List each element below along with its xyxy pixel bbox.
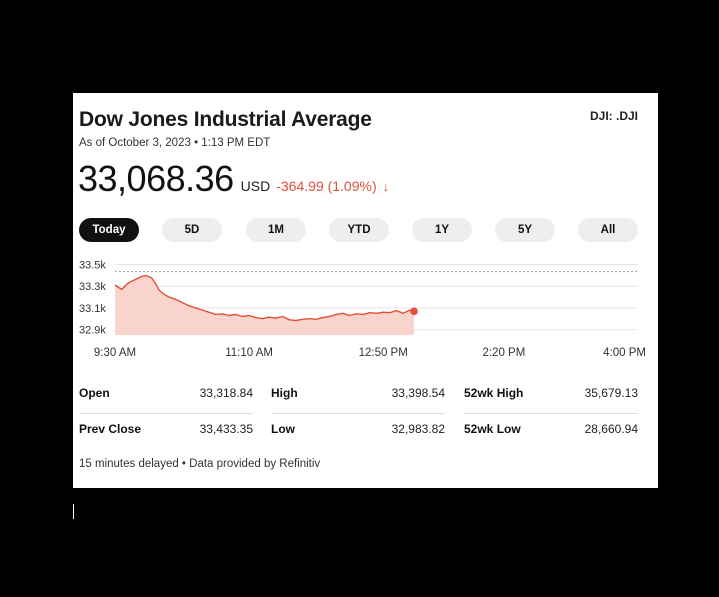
last-price: 33,068.36 <box>78 158 234 199</box>
stat-value: 32,983.82 <box>391 422 445 436</box>
last-price-dot <box>410 307 418 316</box>
stat-label: High <box>271 386 298 400</box>
x-tick-label: 4:00 PM <box>603 347 646 359</box>
stats-table: Open 33,318.84 High 33,398.54 52wk High … <box>79 378 639 448</box>
stat-label: Low <box>271 422 295 436</box>
y-tick-label: 33.1k <box>79 303 106 315</box>
stat-prev-close: Prev Close 33,433.35 <box>79 414 253 449</box>
price-row: 33,068.36 USD -364.99 (1.09%) ↓ <box>78 158 389 200</box>
x-tick-label: 11:10 AM <box>225 347 273 359</box>
y-tick-label: 32.9k <box>79 325 106 337</box>
tab-5d[interactable]: 5D <box>162 218 222 242</box>
stat-value: 33,398.54 <box>391 386 445 400</box>
price-change: -364.99 (1.09%) <box>276 178 377 194</box>
stat-value: 33,433.35 <box>199 422 253 436</box>
as-of-timestamp: As of October 3, 2023 • 1:13 PM EDT <box>79 137 271 149</box>
stat-value: 35,679.13 <box>584 386 638 400</box>
stat-high: High 33,398.54 <box>271 378 445 414</box>
tab-1m[interactable]: 1M <box>246 218 306 242</box>
x-tick-label: 9:30 AM <box>94 347 136 359</box>
y-tick-label: 33.3k <box>79 281 106 293</box>
text-cursor <box>73 504 74 519</box>
x-tick-label: 2:20 PM <box>482 347 525 359</box>
tab-today[interactable]: Today <box>79 218 139 242</box>
tab-ytd[interactable]: YTD <box>329 218 389 242</box>
stat-52wk-low: 52wk Low 28,660.94 <box>464 414 638 449</box>
stat-value: 28,660.94 <box>584 422 638 436</box>
price-line <box>114 274 415 322</box>
price-area-fill <box>115 275 414 335</box>
arrow-down-icon: ↓ <box>382 179 390 194</box>
stat-open: Open 33,318.84 <box>79 378 253 414</box>
tab-1y[interactable]: 1Y <box>412 218 472 242</box>
x-tick-label: 12:50 PM <box>359 347 408 359</box>
stat-value: 33,318.84 <box>199 386 253 400</box>
intraday-chart[interactable]: 33.5k 33.3k 33.1k 32.9k 9:30 AM 11:10 AM 12:50… <box>73 253 658 368</box>
stat-label: Prev Close <box>79 422 142 436</box>
data-source-note: 15 minutes delayed • Data provided by Re… <box>79 458 321 470</box>
stat-52wk-high: 52wk High 35,679.13 <box>464 378 638 414</box>
range-tabs: Today 5D 1M YTD 1Y 5Y All <box>79 218 639 242</box>
ticker-symbol: DJI: .DJI <box>589 109 638 123</box>
quote-card: Dow Jones Industrial Average DJI: .DJI A… <box>73 93 658 488</box>
y-tick-label: 33.5k <box>79 259 106 271</box>
stat-label: Open <box>79 386 110 400</box>
tab-5y[interactable]: 5Y <box>495 218 555 242</box>
stat-label: 52wk Low <box>464 422 521 436</box>
stat-low: Low 32,983.82 <box>271 414 445 449</box>
stat-label: 52wk High <box>464 386 524 400</box>
tab-all[interactable]: All <box>578 218 638 242</box>
currency-label: USD <box>240 178 271 194</box>
index-title: Dow Jones Industrial Average <box>79 108 372 131</box>
